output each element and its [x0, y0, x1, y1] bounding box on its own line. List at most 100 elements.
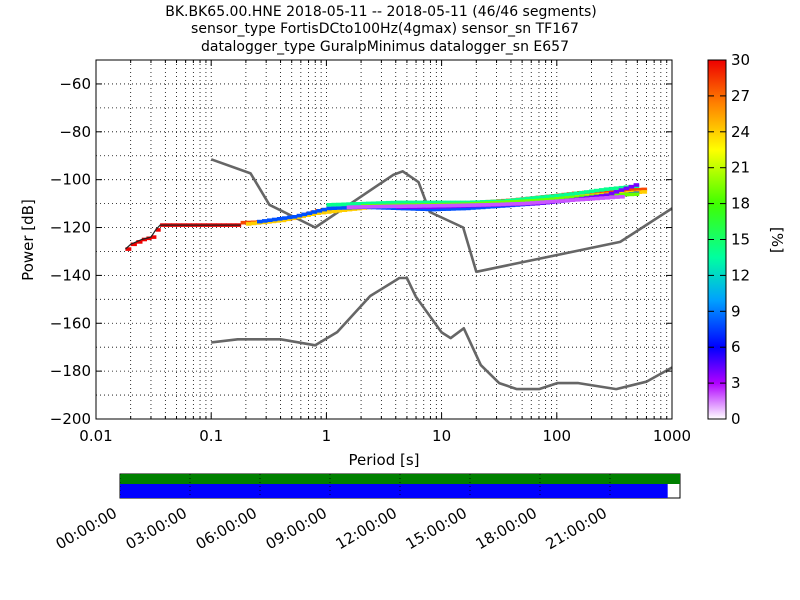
noise-model-curve	[211, 276, 673, 391]
ppsd-bin	[633, 192, 640, 196]
ppsd-bin	[285, 217, 292, 222]
ppsd-bin	[445, 207, 451, 211]
ppsd-bin	[455, 200, 461, 205]
ppsd-bin	[430, 207, 436, 212]
ppsd-bin	[351, 202, 357, 206]
ppsd-bin	[601, 189, 608, 193]
ppsd-bin	[520, 201, 526, 206]
ppsd-bin	[331, 206, 337, 210]
ppsd-bin	[346, 207, 353, 212]
ppsd-bin	[623, 192, 630, 197]
y-tick-label: −120	[50, 219, 91, 237]
ppsd-bin	[401, 204, 407, 208]
colorbar-tick-label: 9	[731, 302, 741, 320]
ppsd-bin	[410, 200, 417, 205]
ppsd-bin	[564, 196, 570, 200]
timeline-tick-label: 00:00:00	[53, 504, 120, 553]
title-line-2: sensor_type FortisDCto100Hz(4gmax) senso…	[191, 21, 579, 37]
ppsd-bin	[530, 201, 536, 205]
ppsd-bin	[539, 198, 545, 202]
ppsd-bin	[613, 186, 620, 190]
ppsd-bin	[559, 199, 566, 203]
ppsd-bin	[569, 198, 576, 202]
title-line-3: datalogger_type GuralpMinimus datalogger…	[201, 39, 569, 55]
ppsd-bin	[641, 187, 648, 192]
ppsd-bin	[554, 193, 560, 198]
ppsd-bin	[325, 210, 332, 214]
ppsd-bin	[400, 200, 407, 205]
ppsd-bin	[450, 203, 457, 208]
ppsd-bin	[136, 240, 143, 244]
ppsd-bin	[311, 210, 318, 214]
ppsd-bin	[141, 237, 147, 242]
ppsd-bin	[515, 202, 521, 206]
ppsd-bin	[305, 213, 311, 217]
ppsd-bin	[390, 206, 397, 210]
ppsd-bin	[569, 192, 575, 196]
y-tick-label: −100	[50, 171, 91, 189]
ppsd-bin	[603, 187, 610, 191]
ppsd-bin	[519, 199, 526, 204]
grid-lines	[96, 60, 672, 419]
ppsd-bin	[321, 207, 327, 212]
colorbar-tick-label: 21	[731, 159, 750, 177]
ppsd-bin	[470, 203, 477, 207]
ppsd-bin	[375, 201, 382, 205]
colorbar-tick-label: 3	[731, 374, 741, 392]
ppsd-bin	[500, 202, 506, 207]
ppsd-bin	[598, 194, 605, 198]
noise-model-curves	[210, 158, 673, 391]
timeline-tick-label: 18:00:00	[473, 504, 540, 553]
ppsd-bin	[510, 202, 516, 206]
ppsd-bin	[300, 214, 306, 219]
ppsd-bin	[250, 221, 257, 226]
ppsd-bin	[271, 217, 278, 222]
ppsd-bin	[351, 205, 358, 209]
x-tick-label: 100	[542, 427, 571, 445]
ppsd-bin	[306, 211, 313, 215]
ppsd-bin	[336, 202, 342, 207]
ppsd-bin	[146, 236, 152, 241]
ppsd-bin	[608, 186, 615, 191]
ppsd-bin	[356, 205, 363, 209]
ppsd-bin	[564, 198, 571, 203]
ppsd-bin	[475, 205, 481, 210]
colorbar-tick-label: 0	[731, 410, 741, 428]
ppsd-bin	[346, 205, 353, 209]
y-tick-label: −80	[59, 123, 91, 141]
ppsd-bin	[534, 195, 541, 200]
ppsd-bin	[480, 203, 486, 207]
ppsd-bin	[579, 190, 585, 195]
colorbar: 0 3 6 9 12 15 18 21 24 27 30 [%]	[707, 51, 786, 428]
ppsd-bin	[490, 202, 496, 207]
title-line-1: BK.BK65.00.HNE 2018-05-11 -- 2018-05-11 …	[165, 4, 596, 20]
ppsd-bin	[628, 184, 635, 189]
ppsd-bin	[450, 200, 456, 205]
ppsd-bin	[371, 201, 377, 206]
noise-model-curve	[210, 158, 673, 274]
ppsd-histogram	[124, 183, 648, 251]
ppsd-bin	[574, 198, 581, 202]
ppsd-bin	[275, 219, 282, 223]
ppsd-bin	[280, 218, 287, 223]
ppsd-bin	[270, 219, 277, 224]
ppsd-bin	[440, 200, 446, 205]
timeline-tick-label: 09:00:00	[263, 504, 330, 553]
ppsd-bin	[151, 235, 157, 239]
ppsd-bin	[366, 205, 373, 209]
ppsd-bin	[385, 200, 392, 205]
ppsd-bin	[504, 200, 511, 204]
ppsd-bin	[505, 202, 511, 206]
ppsd-bin	[286, 215, 293, 220]
ppsd-bin	[534, 200, 541, 205]
ppsd-bin	[569, 195, 575, 200]
ppsd-bin	[406, 204, 412, 208]
ppsd-bin	[421, 204, 427, 208]
ppsd-bin	[426, 204, 432, 208]
ppsd-bin	[534, 198, 541, 203]
ppsd-bin	[628, 192, 635, 197]
colorbar-tick-label: 6	[731, 338, 741, 356]
colorbar-tick-label: 18	[731, 195, 750, 213]
x-axis-label: Period [s]	[348, 451, 419, 469]
y-tick-label: −180	[50, 362, 91, 380]
